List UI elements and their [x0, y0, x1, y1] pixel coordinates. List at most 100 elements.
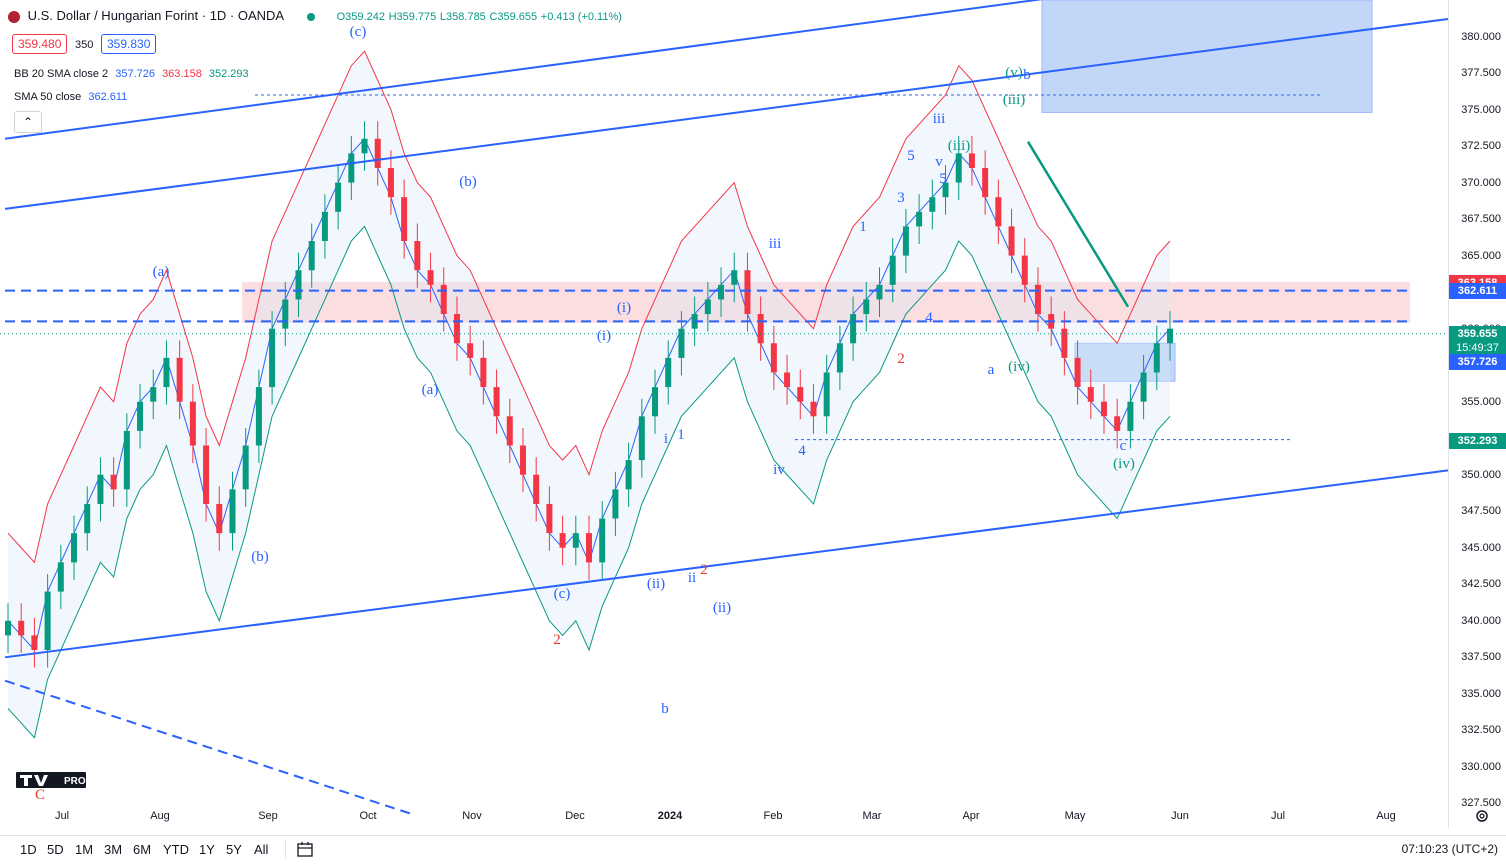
descending-trendline — [1026, 141, 1130, 308]
range-button-all[interactable]: All — [254, 842, 269, 857]
candle-body — [216, 503, 223, 534]
candle-body — [123, 430, 130, 490]
price-badge: 352.293 — [1449, 433, 1506, 450]
candle-body — [810, 401, 817, 417]
wave-label: (ii) — [647, 576, 665, 592]
candle-body — [665, 357, 672, 388]
time-tick-label: Jul — [54, 810, 70, 822]
wave-label: b — [661, 701, 669, 717]
price-axis[interactable]: 380.000 377.500 375.000 372.500 370.000 367.5… — [1448, 0, 1506, 828]
price-badge: 359.655 15:49:37 — [1449, 325, 1506, 356]
candle-body — [414, 241, 421, 271]
logo-pro-text: PRO — [64, 776, 86, 787]
gear-icon[interactable] — [1474, 808, 1490, 824]
price-tick-label: 380.000 — [1461, 30, 1501, 43]
range-button-6m[interactable]: 6M — [133, 842, 152, 857]
wave-label: (ii) — [713, 600, 731, 616]
bid-price-button[interactable]: 359.480 — [12, 34, 68, 54]
candle-body — [995, 197, 1002, 227]
range-button-3m[interactable]: 3M — [104, 842, 123, 857]
price-tick-label: 350.000 — [1461, 468, 1501, 481]
candle-body — [718, 284, 725, 300]
candle-body — [612, 489, 619, 519]
collapse-legend-button[interactable]: ⌃ — [14, 111, 42, 133]
sma-legend[interactable]: SMA 50 close 362.611 — [14, 91, 127, 103]
range-button-5d[interactable]: 5D — [47, 842, 64, 857]
time-axis[interactable]: Jul Aug Sep Oct Nov Dec 2024 Feb Mar Apr May Jun Jul… — [0, 804, 1448, 828]
wave-label: (a) — [153, 264, 170, 280]
time-tick-label: Nov — [462, 810, 482, 822]
wave-label: iii — [933, 111, 946, 127]
price-tick-label: 355.000 — [1461, 395, 1501, 408]
candle-body — [295, 270, 302, 300]
candle-body — [1034, 284, 1041, 315]
calendar-icon[interactable] — [296, 840, 314, 858]
bb-legend[interactable]: BB 20 SMA close 2 357.726 363.158 352.29… — [14, 68, 249, 80]
candle-body — [968, 153, 975, 168]
bb-basis: 357.726 — [115, 68, 155, 80]
clock-timezone[interactable]: 07:10:23 (UTC+2) — [1401, 842, 1498, 856]
range-button-5y[interactable]: 5Y — [226, 842, 242, 857]
candle-body — [876, 284, 883, 300]
candle-body — [704, 299, 711, 315]
upper-channel-line — [4, 17, 1448, 210]
ask-price-button[interactable]: 359.830 — [101, 34, 157, 54]
wave-label: (i) — [617, 300, 631, 316]
range-button-1y[interactable]: 1Y — [199, 842, 215, 857]
wave-label: v — [935, 154, 943, 170]
price-tick-label: 340.000 — [1461, 614, 1501, 627]
candle-body — [453, 314, 460, 344]
candle-body — [1127, 401, 1134, 431]
candle-body — [599, 518, 606, 563]
bb-upper: 363.158 — [162, 68, 202, 80]
candle-body — [638, 416, 645, 461]
candle-body — [387, 167, 394, 198]
range-button-1m[interactable]: 1M — [75, 842, 94, 857]
candle-body — [929, 197, 936, 212]
symbol-title-row[interactable]: U.S. Dollar / Hungarian Forint · 1D · OA… — [8, 8, 622, 23]
candle-body — [18, 620, 25, 636]
candle-body — [902, 226, 909, 256]
candle-body — [916, 211, 923, 227]
candle-body — [242, 445, 249, 490]
candle-body — [1061, 328, 1068, 358]
candle-body — [797, 387, 804, 402]
candle-body — [850, 314, 857, 344]
candle-body — [652, 387, 659, 417]
candle-body — [5, 620, 11, 636]
wave-label: 1 — [859, 219, 867, 235]
time-tick-label: Aug — [150, 810, 170, 822]
wave-label: 3 — [897, 190, 905, 206]
trendlines — [0, 0, 1448, 817]
candle-body — [1074, 357, 1081, 388]
bb-fill — [8, 51, 1170, 738]
wave-label: i — [664, 431, 668, 447]
price-chart[interactable]: (c)(a)(b)(b)(a)(i)(i)(c)(ii) ii(ii)2biiii… — [0, 0, 1448, 828]
wave-label: iv — [773, 462, 785, 478]
symbol-title[interactable]: U.S. Dollar / Hungarian Forint · 1D · OA… — [27, 8, 284, 23]
wave-label: C — [35, 787, 45, 803]
candle-body — [770, 343, 777, 373]
candle-body — [731, 270, 738, 285]
candle-body — [348, 153, 355, 183]
candle-body — [97, 474, 104, 504]
wave-label: 2 — [700, 562, 708, 578]
bb-label: BB 20 SMA close 2 — [14, 68, 109, 80]
candle-body — [361, 138, 368, 154]
toolbar-divider — [285, 840, 286, 858]
candle-body — [374, 138, 381, 168]
wave-label: (iii) — [1003, 92, 1026, 108]
range-button-ytd[interactable]: YTD — [163, 842, 189, 857]
wave-label: b — [1023, 67, 1031, 83]
candle-body — [744, 270, 751, 315]
price-tick-label: 365.000 — [1461, 249, 1501, 262]
candle-body — [836, 343, 843, 373]
candle-body — [1140, 372, 1147, 402]
candle-body — [559, 533, 566, 548]
candle-body — [1153, 343, 1160, 373]
ohlc-high: H359.775 — [388, 11, 437, 23]
wave-label: 4 — [925, 310, 933, 326]
range-button-1d[interactable]: 1D — [20, 842, 37, 857]
price-tick-label: 372.500 — [1461, 140, 1501, 153]
candle-body — [255, 387, 262, 446]
